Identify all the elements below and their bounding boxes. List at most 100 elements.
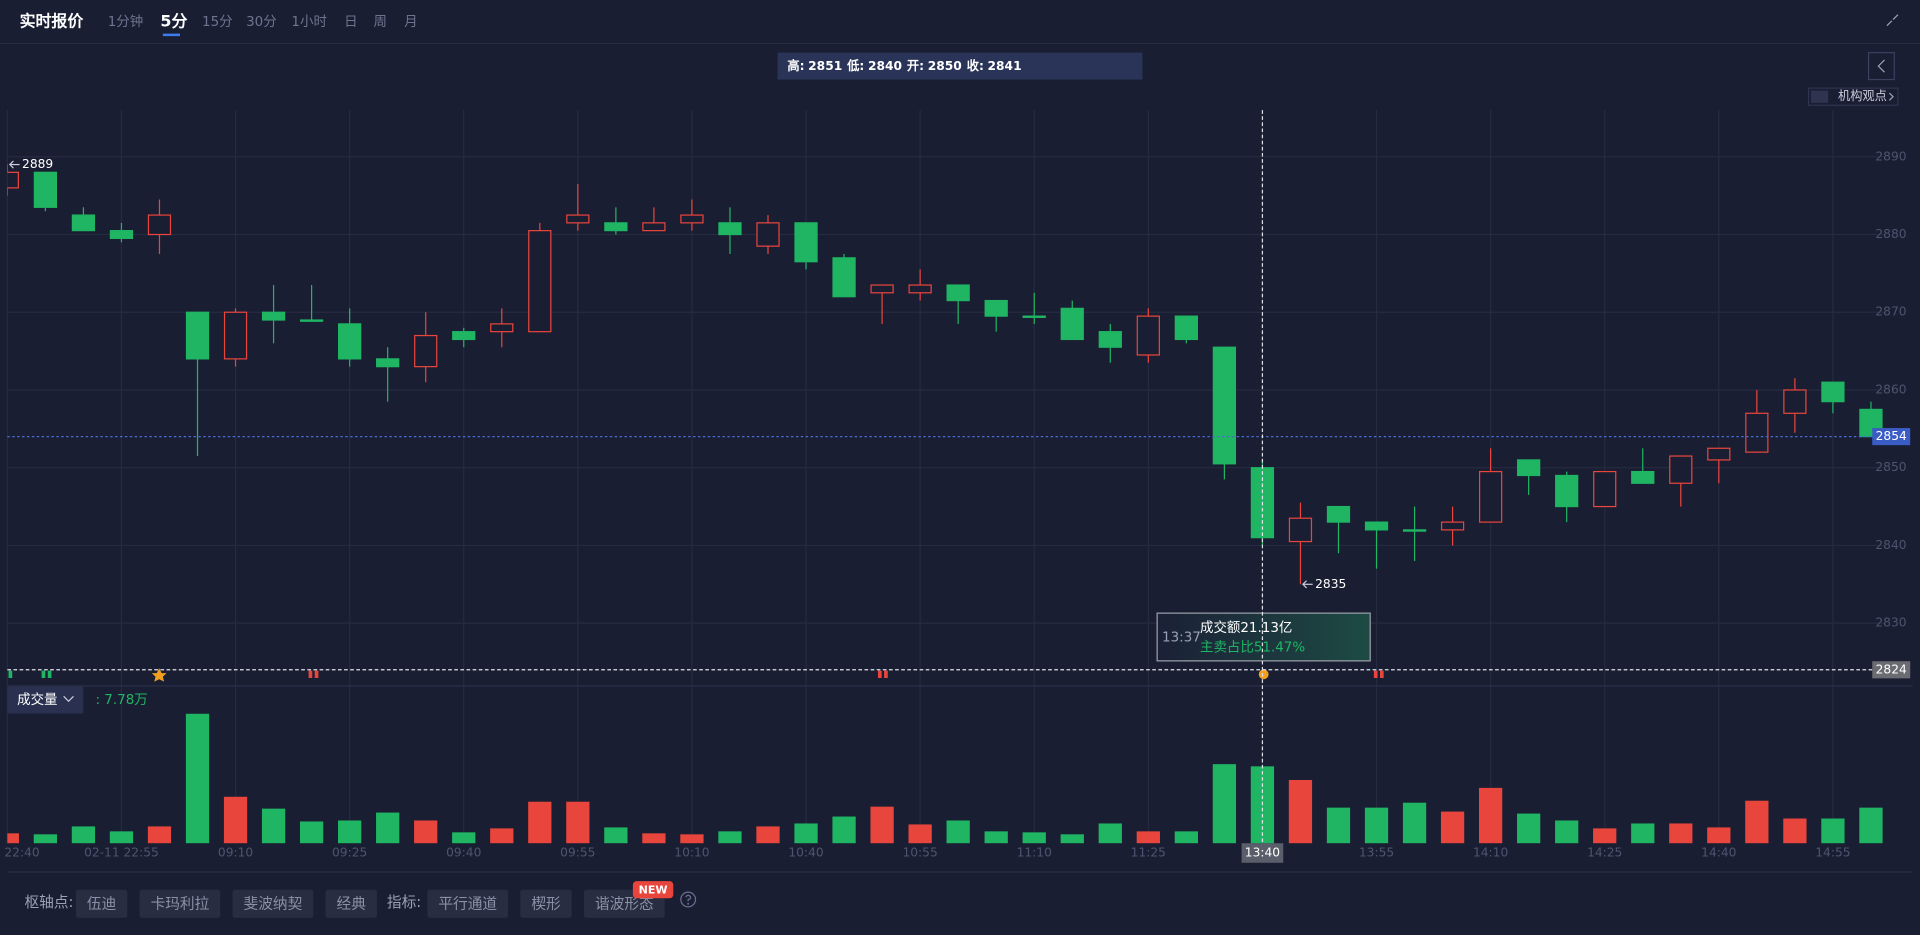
volume-bar <box>870 806 894 844</box>
low-value: 2840 <box>868 59 902 73</box>
candle-body <box>566 214 590 224</box>
volume-bar <box>1136 831 1160 844</box>
volume-bar <box>1821 818 1845 844</box>
tool-button[interactable]: 卡玛利拉 <box>139 889 221 918</box>
volume-bar <box>7 833 19 844</box>
candle-body <box>7 171 19 189</box>
tooltip-sell-ratio: 主卖占比51.47% <box>1200 639 1305 655</box>
volume-bar <box>1783 818 1807 844</box>
close-value: 2841 <box>988 59 1022 73</box>
volume-bar <box>1669 823 1693 844</box>
candle-body <box>832 257 856 298</box>
volume-bar <box>185 713 210 844</box>
button-label: 卡玛利拉 <box>151 895 210 912</box>
tool-button[interactable]: 斐波纳契 <box>232 889 314 918</box>
button-bg <box>427 889 509 918</box>
side-toggle[interactable] <box>1867 52 1895 81</box>
indicator-label: 指标: <box>387 894 421 911</box>
volume-bar <box>642 833 666 844</box>
ohlc-info: 高: 2851 低: 2840 开: 2850 收: 2841 <box>787 58 1021 73</box>
pivot-label: 枢轴点: <box>24 894 73 911</box>
tooltip-time: 13:37 <box>1162 631 1201 646</box>
volume-bar <box>1060 834 1084 844</box>
tool-button[interactable]: 平行通道 <box>427 889 509 918</box>
timeframe-tab[interactable]: 5分 <box>160 12 187 31</box>
x-tick-label: 11:25 <box>1131 846 1166 860</box>
last-price-label: 2854 <box>1876 429 1907 443</box>
button-label: 伍迪 <box>87 895 117 912</box>
candle-body <box>984 299 1008 317</box>
high-marker-arrowhead <box>8 160 14 169</box>
high-value: 2851 <box>808 59 842 73</box>
candle-body <box>1745 412 1769 453</box>
button-label: 平行通道 <box>438 895 497 912</box>
volume-bar <box>718 831 742 844</box>
open-value: 2850 <box>928 59 962 73</box>
candle-body <box>414 334 438 368</box>
candle-body <box>528 230 552 333</box>
button-bg <box>75 889 128 918</box>
volume-bar <box>1326 807 1351 844</box>
volume-bar <box>490 828 514 844</box>
volume-bar <box>223 796 248 844</box>
close-label: 收: <box>967 58 984 73</box>
volume-bar <box>680 834 704 844</box>
tool-button[interactable]: 伍迪 <box>75 889 128 918</box>
button-label: 斐波纳契 <box>244 895 303 912</box>
candle-body <box>680 214 704 224</box>
x-tick-label: 11:10 <box>1017 846 1052 860</box>
timeframe-tab[interactable]: 1小时 <box>291 14 326 30</box>
volume-bar <box>1478 787 1503 844</box>
candle-body <box>1174 315 1198 341</box>
volume-bar <box>1098 823 1122 844</box>
candle-body <box>1022 315 1046 318</box>
candle-body <box>1288 517 1313 543</box>
candle-body <box>223 311 248 360</box>
timeframe-tab[interactable]: 周 <box>373 15 386 30</box>
button-bg <box>232 889 314 918</box>
timeframe-tabs: 1分钟 5分 15分 30分 1小时 日 周 月 <box>108 12 418 37</box>
crosshair-time: 13:40 <box>1245 846 1280 860</box>
volume-bar <box>338 820 362 844</box>
low-marker-arrowhead <box>1302 580 1308 589</box>
open-label: 开: <box>907 59 924 73</box>
volume-bar <box>1593 828 1617 844</box>
button-bg <box>325 889 377 918</box>
candle-body <box>71 214 96 232</box>
timeframe-tab[interactable]: 月 <box>404 15 417 30</box>
collapse-button[interactable] <box>1886 14 1899 27</box>
volume-bar <box>1364 807 1389 844</box>
timeframe-tab[interactable]: 1分钟 <box>108 13 143 30</box>
tool-button[interactable]: 经典 <box>325 889 377 918</box>
volume-bar <box>33 834 58 844</box>
candle-body <box>109 230 134 240</box>
volume-bar <box>261 808 286 844</box>
timeframe-tab[interactable]: 日 <box>344 15 357 30</box>
opinion-button[interactable]: 机构观点 <box>1807 87 1899 106</box>
y-tick-label: 2830 <box>1875 616 1906 630</box>
volume-bar <box>1288 779 1313 844</box>
volume-bar <box>984 831 1008 844</box>
candle-body <box>1517 459 1541 477</box>
low-label: 低: <box>846 58 864 73</box>
tool-button[interactable]: 楔形 <box>520 889 572 918</box>
candle-body <box>147 214 172 236</box>
y-tick-label: 2870 <box>1875 305 1906 319</box>
volume-bar <box>147 826 172 844</box>
volume-bar <box>1212 764 1237 844</box>
candle-body <box>1440 521 1465 531</box>
candle-body <box>1555 474 1579 508</box>
volume-selector[interactable]: 成交量 <box>7 686 84 714</box>
help-icon[interactable] <box>680 891 697 908</box>
timeframe-tab[interactable]: 15分 <box>202 14 233 30</box>
volume-bar <box>1707 827 1731 844</box>
volume-bar <box>1859 807 1883 844</box>
timeframe-tab[interactable]: 30分 <box>246 14 277 30</box>
volume-bar <box>1745 800 1769 844</box>
x-tick-label: 14:10 <box>1473 846 1508 860</box>
candle-body <box>490 323 514 333</box>
x-tick-label: 09:55 <box>560 846 595 860</box>
button-label: 谐波形态 <box>595 895 654 912</box>
